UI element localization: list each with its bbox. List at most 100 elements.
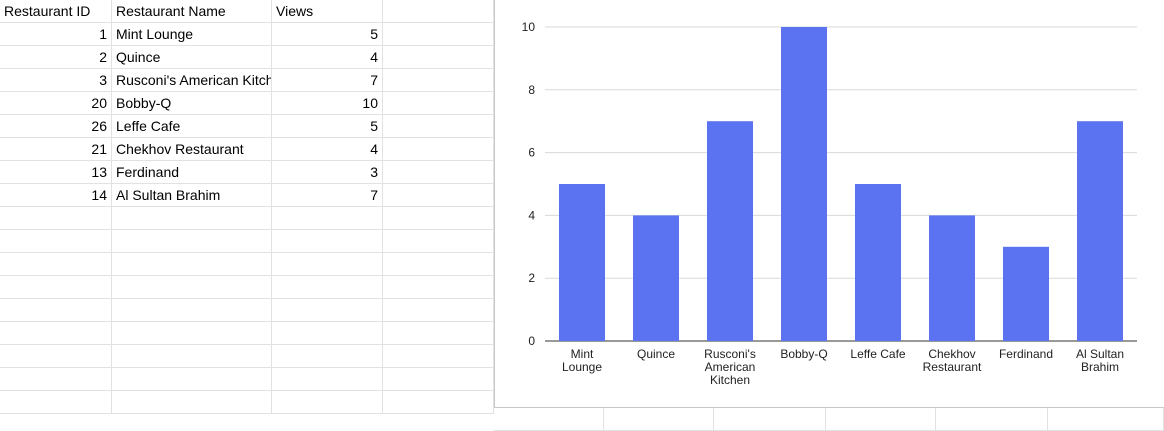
cell-name[interactable]: Mint Lounge [112,23,272,46]
empty-cell[interactable] [272,253,383,276]
empty-cell[interactable] [383,322,494,345]
cell-views[interactable]: 7 [272,69,383,92]
empty-cell[interactable] [383,207,494,230]
empty-cell[interactable] [0,345,112,368]
empty-cell[interactable] [112,391,272,414]
cell-views[interactable]: 5 [272,115,383,138]
x-tick-label: Lounge [562,360,602,374]
cell-id[interactable]: 1 [0,23,112,46]
cell-id[interactable]: 3 [0,69,112,92]
cell-name[interactable]: Rusconi's American Kitchen [112,69,272,92]
bar[interactable] [707,121,753,341]
cell-views[interactable]: 3 [272,161,383,184]
empty-cell[interactable] [383,0,494,23]
x-tick-label: American [705,360,756,374]
empty-cell[interactable] [383,138,494,161]
empty-cell[interactable] [383,276,494,299]
empty-cell[interactable] [0,207,112,230]
empty-cell[interactable] [604,408,714,431]
empty-cell[interactable] [0,368,112,391]
y-tick-label: 8 [528,83,535,97]
empty-cell[interactable] [272,368,383,391]
bar[interactable] [633,215,679,341]
cell-name[interactable]: Ferdinand [112,161,272,184]
empty-cell[interactable] [272,276,383,299]
empty-cell[interactable] [383,391,494,414]
cell-name[interactable]: Al Sultan Brahim [112,184,272,207]
cell-name[interactable]: Leffe Cafe [112,115,272,138]
empty-cell[interactable] [383,230,494,253]
empty-cell[interactable] [383,46,494,69]
cell-views[interactable]: 4 [272,46,383,69]
column-header[interactable]: Restaurant ID [0,0,112,23]
empty-cell[interactable] [112,253,272,276]
empty-cell[interactable] [0,276,112,299]
cell-views[interactable]: 10 [272,92,383,115]
empty-cell[interactable] [383,92,494,115]
cell-name[interactable]: Quince [112,46,272,69]
empty-cell[interactable] [112,345,272,368]
empty-cell[interactable] [383,161,494,184]
cell-id[interactable]: 2 [0,46,112,69]
cell-id[interactable]: 20 [0,92,112,115]
empty-cell[interactable] [0,230,112,253]
empty-cell[interactable] [494,408,604,431]
bar[interactable] [855,184,901,341]
empty-cell[interactable] [0,253,112,276]
x-tick-label: Brahim [1081,360,1119,374]
empty-cell[interactable] [112,207,272,230]
x-tick-label: Restaurant [923,360,982,374]
empty-cell[interactable] [112,230,272,253]
bar[interactable] [929,215,975,341]
empty-cell[interactable] [0,322,112,345]
bar-chart[interactable]: 0 2 4 6 8 10 Mint Lounge Quince Rusconi's American… [494,0,1164,408]
empty-cell[interactable] [112,299,272,322]
x-tick-label: Bobby-Q [780,347,827,361]
empty-cell[interactable] [1048,408,1164,431]
empty-cell[interactable] [383,115,494,138]
empty-cell[interactable] [383,253,494,276]
empty-cell[interactable] [272,345,383,368]
empty-cell[interactable] [0,299,112,322]
y-tick-label: 6 [528,146,535,160]
cell-name[interactable]: Bobby-Q [112,92,272,115]
empty-cell[interactable] [383,184,494,207]
empty-cell[interactable] [272,322,383,345]
empty-cell[interactable] [383,23,494,46]
cell-id[interactable]: 14 [0,184,112,207]
empty-cell[interactable] [383,368,494,391]
y-tick-label: 4 [528,208,535,222]
empty-cell[interactable] [272,207,383,230]
bar[interactable] [781,27,827,341]
cell-id[interactable]: 21 [0,138,112,161]
empty-cell[interactable] [272,230,383,253]
empty-cell[interactable] [112,322,272,345]
cell-id[interactable]: 13 [0,161,112,184]
column-header[interactable]: Restaurant Name [112,0,272,23]
cell-views[interactable]: 7 [272,184,383,207]
bar[interactable] [1003,246,1049,341]
empty-cell[interactable] [826,408,936,431]
x-tick-label: Leffe Cafe [850,347,905,361]
empty-cell[interactable] [383,69,494,92]
empty-cell[interactable] [112,368,272,391]
bar[interactable] [559,184,605,341]
cell-views[interactable]: 4 [272,138,383,161]
cell-views[interactable]: 5 [272,23,383,46]
empty-cell[interactable] [714,408,826,431]
column-header[interactable]: Views [272,0,383,23]
x-tick-label: Chekhov [928,347,975,361]
empty-cell[interactable] [936,408,1048,431]
x-tick-label: Kitchen [710,373,750,387]
empty-cell[interactable] [272,391,383,414]
cell-id[interactable]: 26 [0,115,112,138]
empty-cell[interactable] [0,391,112,414]
empty-cell[interactable] [383,299,494,322]
empty-cell[interactable] [383,345,494,368]
empty-cell[interactable] [272,299,383,322]
x-tick-label: Al Sultan [1076,347,1124,361]
empty-cell[interactable] [112,276,272,299]
cell-name[interactable]: Chekhov Restaurant [112,138,272,161]
bar[interactable] [1077,121,1123,341]
